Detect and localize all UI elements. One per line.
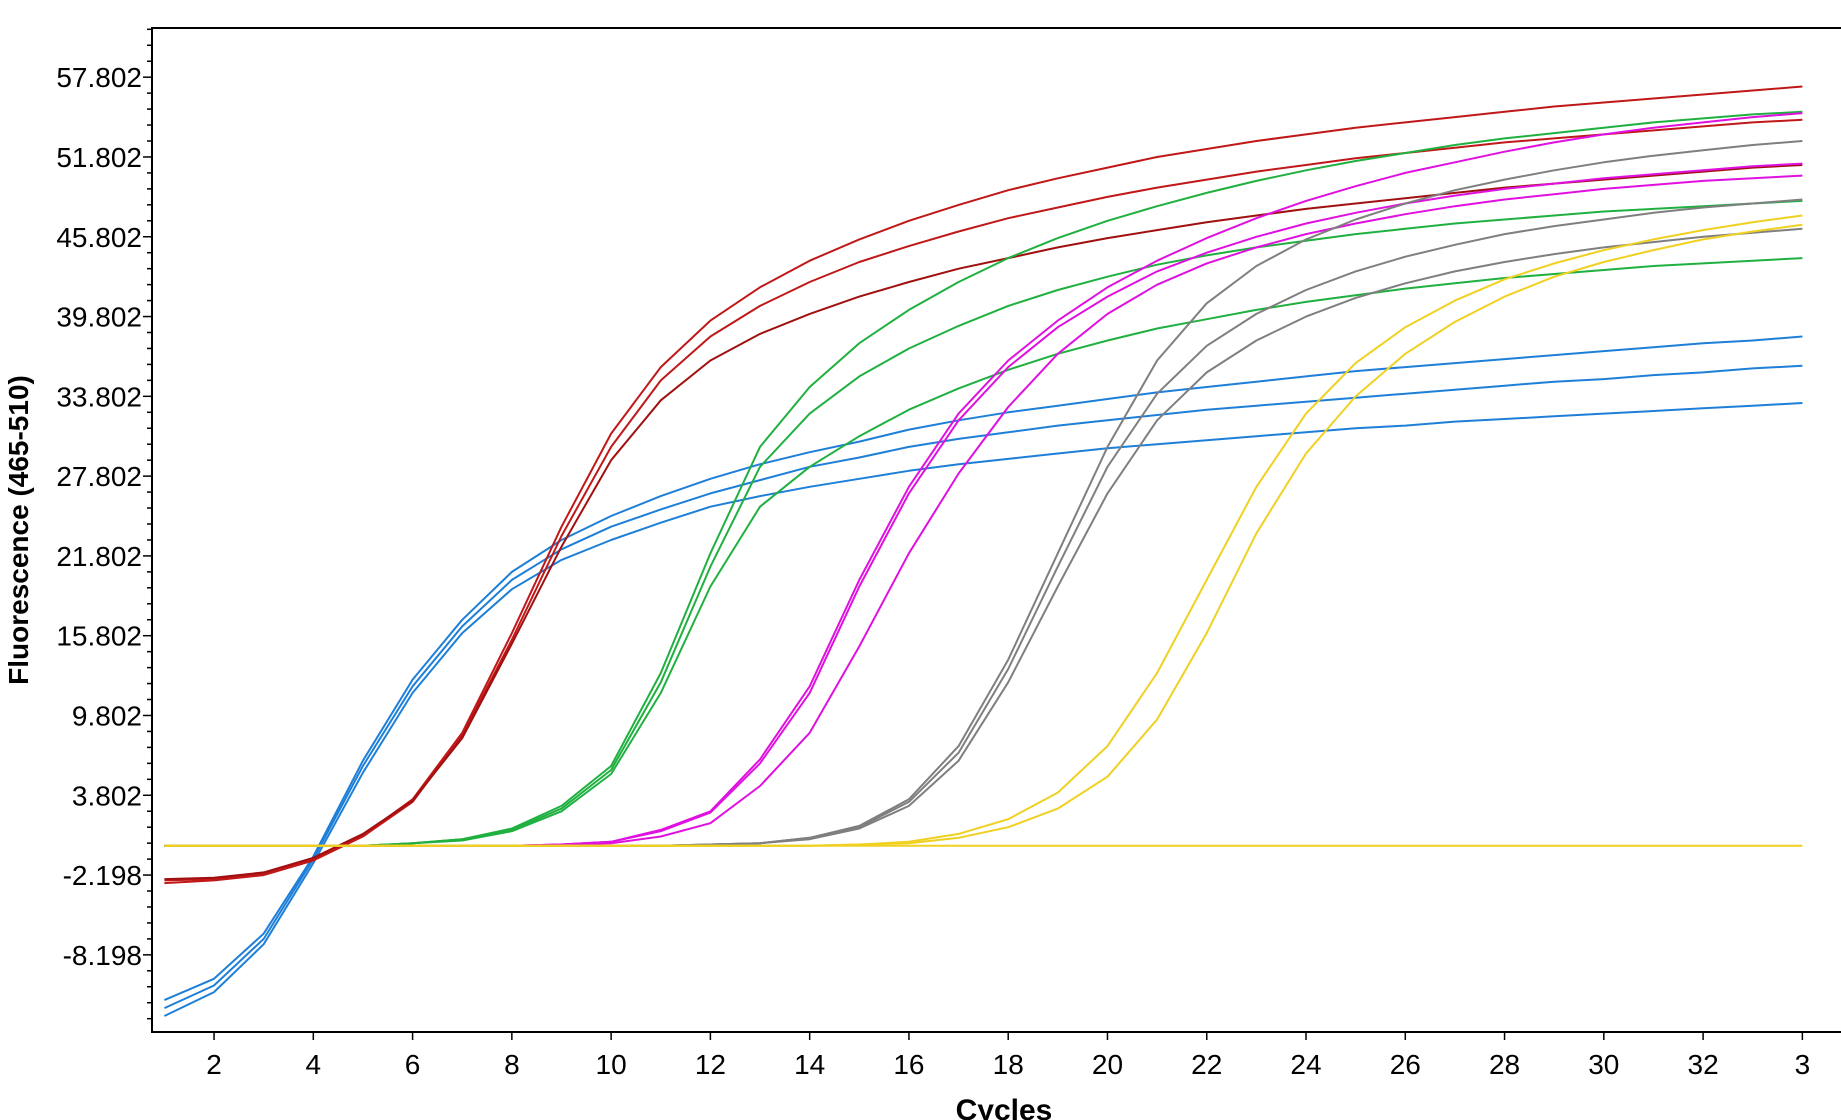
y-tick-label: 27.802 — [56, 461, 142, 492]
y-tick-label: -2.198 — [63, 860, 142, 891]
series-line-1 — [163, 364, 1803, 1010]
y-axis-title: Fluorescence (465-510) — [3, 375, 34, 685]
x-tick-label: 24 — [1290, 1049, 1321, 1080]
y-tick-label: 9.802 — [72, 700, 142, 731]
x-tick-label: 4 — [306, 1049, 322, 1080]
y-tick-label: 3.802 — [72, 780, 142, 811]
x-tick-label: 10 — [596, 1049, 627, 1080]
x-tick-label: 26 — [1390, 1049, 1421, 1080]
series-line-2 — [163, 402, 1803, 1017]
x-tick-label: 2 — [206, 1049, 222, 1080]
x-tick-label: 18 — [993, 1049, 1024, 1080]
y-tick-label: 15.802 — [56, 621, 142, 652]
y-tick-label: -8.198 — [63, 940, 142, 971]
series-group — [163, 85, 1803, 1017]
series-line-4 — [164, 85, 1803, 882]
series-line-9 — [164, 257, 1803, 847]
x-tick-label: 20 — [1092, 1049, 1123, 1080]
x-tick-label: 8 — [504, 1049, 520, 1080]
x-tick-label: 30 — [1588, 1049, 1619, 1080]
x-tick-label: 6 — [405, 1049, 421, 1080]
y-tick-label: 33.802 — [56, 381, 142, 412]
x-tick-label: 28 — [1489, 1049, 1520, 1080]
plot-area — [151, 27, 1841, 1033]
y-axis: -8.198 -2.198 3.802 9.802 15.802 21.802 27.802… — [56, 28, 152, 1020]
y-tick-label: 45.802 — [56, 222, 142, 253]
x-axis-title: Cycles — [956, 1094, 1053, 1120]
x-tick-label: 12 — [695, 1049, 726, 1080]
x-tick-label: 3 — [1795, 1049, 1811, 1080]
y-tick-label: 21.802 — [56, 541, 142, 572]
y-tick-label: 57.802 — [56, 62, 142, 93]
x-tick-label: 16 — [893, 1049, 924, 1080]
x-tick-label: 32 — [1688, 1049, 1719, 1080]
x-tick-label: 14 — [794, 1049, 825, 1080]
series-line-3 — [164, 335, 1803, 1002]
x-tick-label: 22 — [1191, 1049, 1222, 1080]
y-tick-label: 51.802 — [56, 142, 142, 173]
x-axis: 2 4 6 8 10 12 14 16 18 20 22 24 26 28 30 32 3 — [206, 1032, 1810, 1080]
y-tick-label: 39.802 — [56, 302, 142, 333]
